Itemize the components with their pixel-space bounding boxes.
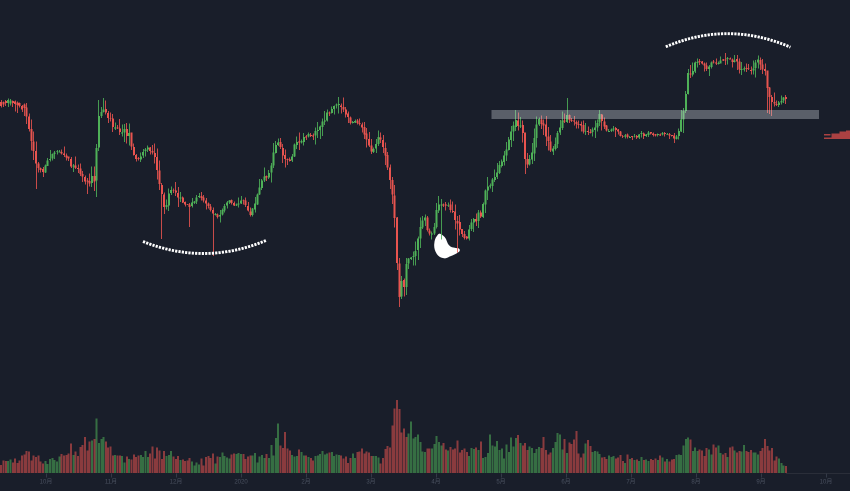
svg-text:3月: 3月 bbox=[366, 479, 375, 486]
svg-text:8月: 8月 bbox=[691, 479, 700, 486]
svg-text:11月: 11月 bbox=[105, 479, 117, 486]
svg-text:4月: 4月 bbox=[431, 479, 440, 486]
svg-text:2020: 2020 bbox=[234, 480, 248, 486]
svg-text:6月: 6月 bbox=[561, 479, 570, 486]
svg-text:9月: 9月 bbox=[756, 479, 765, 486]
svg-text:12月: 12月 bbox=[170, 479, 183, 486]
svg-text:5月: 5月 bbox=[496, 479, 505, 486]
svg-text:10月: 10月 bbox=[40, 479, 53, 486]
svg-text:10月: 10月 bbox=[820, 479, 833, 486]
svg-text:2月: 2月 bbox=[301, 479, 310, 486]
svg-text:7月: 7月 bbox=[626, 479, 635, 486]
